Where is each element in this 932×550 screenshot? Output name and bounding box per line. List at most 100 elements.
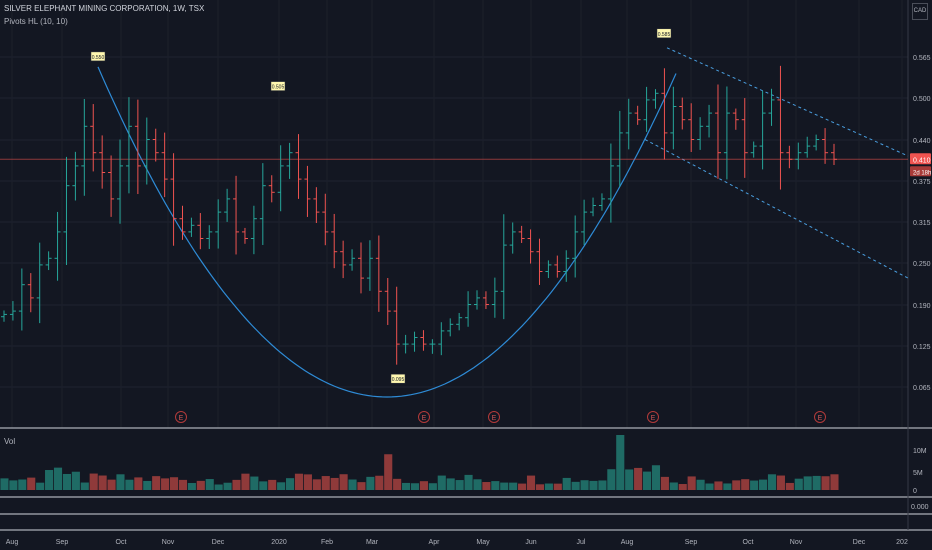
pivot-badge: [390, 373, 406, 384]
ohlc-bar: [224, 188, 231, 222]
volume-bar: [437, 475, 446, 490]
volume-bar: [187, 483, 196, 490]
earnings-marker-label: E: [422, 415, 427, 422]
volume-bar: [553, 483, 562, 490]
volume-bar: [285, 478, 295, 490]
chart-grid: [0, 56, 908, 388]
ohlc-bar: [250, 205, 257, 255]
volume-bar: [0, 478, 9, 490]
indicator-legend[interactable]: Pivots HL (10, 10): [4, 17, 68, 26]
volume-bar: [205, 479, 214, 490]
ohlc-bar: [723, 86, 730, 180]
volume-bar: [116, 474, 125, 490]
volume-bar: [678, 484, 687, 490]
ohlc-bar: [706, 104, 713, 138]
volume-bar: [9, 480, 18, 490]
ohlc-bar: [500, 214, 507, 320]
volume-bar: [830, 474, 839, 490]
volume-bar: [642, 471, 652, 490]
volume-bar: [36, 482, 45, 490]
ohlc-bar: [563, 250, 570, 282]
ohlc-bar: [679, 97, 686, 130]
ohlc-bar: [768, 88, 775, 126]
earnings-marker-label: E: [492, 415, 497, 422]
time-axis[interactable]: Aug Sep Oct Nov Dec 2020 Feb Mar Apr May Jun Jul Aug…: [6, 539, 908, 546]
volume-bar: [366, 476, 375, 490]
volume-bar: [45, 470, 54, 490]
ohlc-bar: [536, 238, 543, 285]
ohlc-bar: [670, 86, 677, 150]
volume-bar: [80, 482, 89, 490]
pivot-label: 0.585: [658, 32, 671, 38]
volume-bar: [589, 480, 598, 490]
ohlc-bar: [384, 277, 391, 325]
volume-bar: [241, 473, 250, 490]
pivot-label: 0.095: [392, 377, 405, 383]
ohlc-bar: [572, 215, 579, 278]
time-tick-label: Nov: [162, 539, 175, 546]
ohlc-bar: [652, 89, 659, 109]
ohlc-bar: [259, 163, 266, 245]
earnings-marker: [418, 411, 430, 423]
ohlc-bar: [545, 260, 552, 279]
ohlc-bars: [1, 65, 837, 365]
ohlc-bar: [286, 142, 293, 179]
ohlc-bar: [81, 98, 88, 196]
volume-axis: 10M 5M 0 0.000: [911, 448, 929, 511]
volume-bar: [321, 476, 330, 490]
time-tick-label: 202: [896, 539, 908, 546]
time-tick-label: Sep: [56, 539, 69, 546]
ohlc-bar: [741, 98, 748, 178]
volume-bar: [812, 475, 821, 490]
volume-bar: [785, 482, 794, 490]
volume-bar: [446, 478, 455, 490]
volume-bar: [598, 480, 607, 490]
ohlc-bar: [491, 277, 498, 318]
ohlc-bar: [732, 108, 739, 130]
ohlc-bar: [831, 143, 837, 166]
volume-bar: [53, 467, 63, 490]
pivot-badge: [656, 28, 672, 39]
symbol-title[interactable]: SILVER ELEPHANT MINING CORPORATION, 1W, …: [4, 4, 205, 13]
time-tick-label: Aug: [621, 539, 634, 546]
cup-curve: [97, 66, 677, 398]
ohlc-bar: [465, 291, 472, 327]
volume-bar: [312, 479, 321, 490]
time-tick-label: Jun: [525, 539, 536, 546]
ohlc-bar: [509, 222, 516, 254]
time-tick-label: Mar: [366, 539, 379, 546]
cup-pattern-curve: [97, 66, 677, 398]
ohlc-bar: [795, 142, 802, 170]
channel-upper-line: [666, 47, 909, 157]
ohlc-bar: [447, 318, 454, 337]
ohlc-bar: [277, 145, 284, 212]
ohlc-bar: [72, 151, 79, 201]
volume-bar: [482, 482, 491, 490]
volume-bar: [714, 481, 723, 490]
ohlc-bar: [357, 242, 364, 294]
earnings-marker: [175, 411, 187, 423]
price-axis[interactable]: 0.565 0.500 0.440 0.375 0.315 0.250 0.190 0.125…: [910, 55, 931, 392]
ohlc-bar: [697, 117, 704, 150]
volume-bar: [384, 454, 393, 490]
currency-badge[interactable]: CAD: [912, 3, 928, 20]
earnings-marker-label: E: [651, 415, 656, 422]
volume-bar: [357, 482, 366, 490]
pivot-badge: [270, 81, 286, 91]
ohlc-bar: [268, 175, 275, 203]
volume-bar: [339, 474, 348, 490]
volume-bar: [259, 481, 268, 490]
volume-bar: [455, 480, 464, 490]
volume-bar: [268, 479, 277, 490]
volume-bar: [232, 479, 241, 490]
volume-bar: [491, 481, 500, 490]
pane-separators: [0, 0, 932, 531]
volume-bar: [464, 474, 473, 490]
time-tick-label: Feb: [321, 539, 333, 546]
earnings-marker: [814, 411, 826, 423]
volume-bar: [214, 484, 223, 490]
volume-legend[interactable]: Vol: [4, 437, 16, 446]
volume-bar: [571, 481, 580, 490]
time-tick-label: Sep: [685, 539, 698, 546]
